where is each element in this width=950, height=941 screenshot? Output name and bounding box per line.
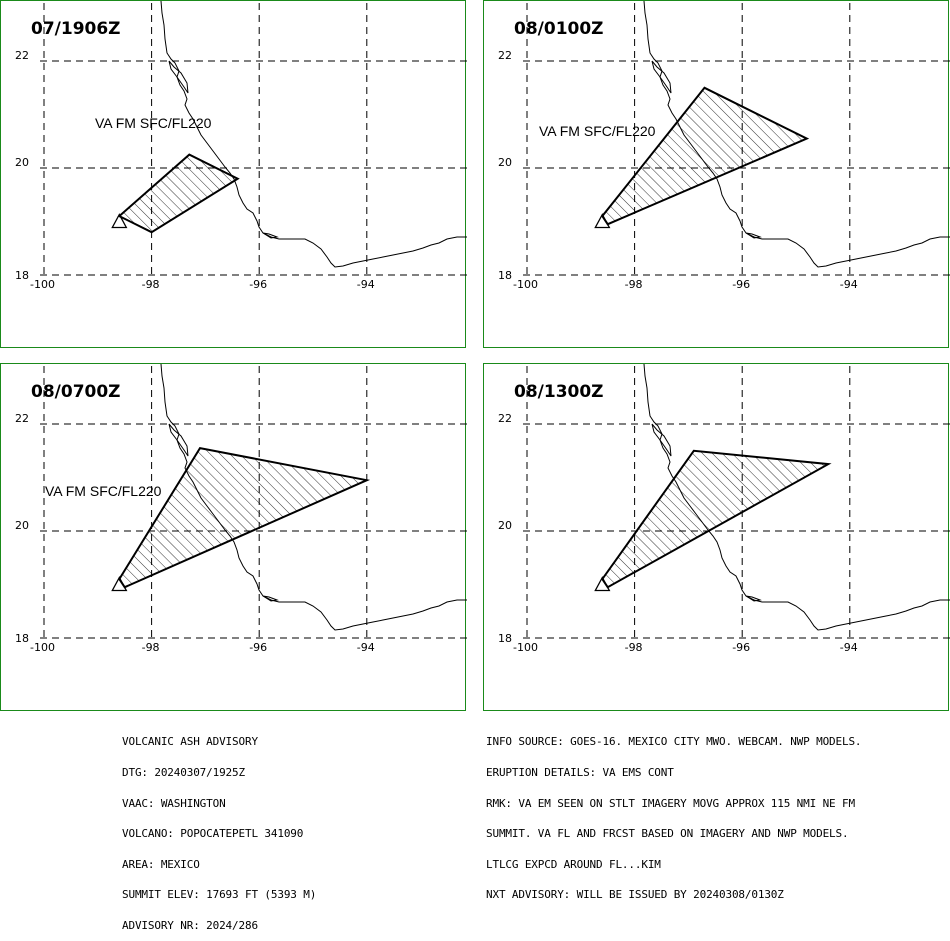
lat-tick-label: 22 (498, 49, 512, 62)
coastline (160, 1, 467, 268)
map-1: -100 -98 -96 -94 22 20 18 (15, 1, 467, 291)
advisory-line: SUMMIT ELEV: 17693 FT (5393 M) (122, 888, 317, 902)
lon-tick-label: -98 (142, 278, 160, 291)
advisory-line: INFO SOURCE: GOES-16. MEXICO CITY MWO. W… (486, 735, 862, 749)
panel-time-2: 08/0100Z (514, 19, 604, 39)
advisory-line: ERUPTION DETAILS: VA EMS CONT (486, 766, 674, 780)
map-panel-1: -100 -98 -96 -94 22 20 18 07/1906Z VA FM SFC/F… (0, 0, 467, 348)
lon-tick-label: -94 (357, 278, 375, 291)
lat-tick-label: 20 (15, 519, 29, 532)
lon-tick-label: -96 (732, 278, 750, 291)
lagoon-outline (745, 595, 762, 602)
coastline (643, 364, 950, 631)
lagoon-outline (745, 232, 762, 239)
advisory-line: NXT ADVISORY: WILL BE ISSUED BY 20240308… (486, 888, 784, 902)
lon-tick-label: -96 (732, 641, 750, 654)
lon-tick-label: -98 (625, 641, 643, 654)
va-label-1: VA FM SFC/FL220 (95, 115, 212, 131)
lat-lon-grid (40, 3, 467, 276)
panel-time-4: 08/1300Z (514, 382, 604, 402)
va-label-2: VA FM SFC/FL220 (539, 123, 656, 139)
lagoon-outline (262, 232, 279, 239)
coastline (643, 1, 950, 268)
volcano-triangle-icon (111, 576, 128, 592)
volcano-triangle-icon (594, 576, 611, 592)
lon-tick-label: -98 (625, 278, 643, 291)
advisory-line: AREA: MEXICO (122, 857, 200, 871)
lon-tick-label: -100 (513, 641, 538, 654)
map-panel-4: -100 -98 -96 -94 22 20 18 08/1300Z (483, 363, 950, 711)
lon-tick-label: -100 (30, 278, 55, 291)
lagoon-outline (168, 423, 189, 457)
lat-tick-label: 20 (498, 519, 512, 532)
lat-tick-label: 22 (15, 49, 29, 62)
map-3: -100 -98 -96 -94 22 20 18 (15, 364, 467, 654)
advisory-header-block: VOLCANIC ASH ADVISORY DTG: 20240307/1925… (122, 717, 316, 941)
advisory-line: VOLCANO: POPOCATEPETL 341090 (122, 827, 304, 841)
map-2: -100 -98 -96 -94 22 20 18 (498, 1, 950, 291)
lagoon-outline (262, 595, 279, 602)
lat-tick-label: 18 (15, 269, 29, 282)
lat-tick-label: 22 (498, 412, 512, 425)
map-panel-2: -100 -98 -96 -94 22 20 18 08/0100Z VA FM SFC/F… (483, 0, 950, 348)
lon-tick-label: -94 (357, 641, 375, 654)
lat-tick-label: 20 (15, 156, 29, 169)
advisory-line: DTG: 20240307/1925Z (122, 766, 245, 780)
advisory-line: SUMMIT. VA FL AND FRCST BASED ON IMAGERY… (486, 827, 849, 841)
volcano-triangle-icon (111, 213, 128, 229)
map-4: -100 -98 -96 -94 22 20 18 (498, 364, 950, 654)
map-panel-3: -100 -98 -96 -94 22 20 18 08/0700Z VA FM SFC/F… (0, 363, 467, 711)
lon-tick-label: -100 (30, 641, 55, 654)
lagoon-outline (168, 60, 189, 94)
ash-cloud-polygon (601, 449, 832, 589)
lon-tick-label: -96 (249, 278, 267, 291)
lat-tick-label: 18 (15, 632, 29, 645)
lon-tick-label: -94 (840, 278, 858, 291)
lon-tick-label: -100 (513, 278, 538, 291)
lon-tick-label: -98 (142, 641, 160, 654)
volcano-triangle-icon (594, 213, 611, 229)
advisory-line: LTLCG EXPCD AROUND FL...KIM (486, 857, 661, 871)
advisory-line: RMK: VA EM SEEN ON STLT IMAGERY MOVG APP… (486, 796, 855, 810)
advisory-line: VOLCANIC ASH ADVISORY (122, 735, 258, 749)
lat-tick-label: 22 (15, 412, 29, 425)
coastline (160, 364, 467, 631)
lon-tick-label: -94 (840, 641, 858, 654)
advisory-line: ADVISORY NR: 2024/286 (122, 919, 258, 933)
va-label-3: VA FM SFC/FL220 (45, 483, 162, 499)
ash-cloud-polygon (601, 86, 810, 226)
lat-tick-label: 20 (498, 156, 512, 169)
ash-cloud-polygon (117, 153, 240, 234)
lagoon-outline (651, 423, 672, 457)
panel-time-1: 07/1906Z (31, 19, 121, 39)
lagoon-outline (651, 60, 672, 94)
advisory-line: VAAC: WASHINGTON (122, 796, 226, 810)
lat-tick-label: 18 (498, 269, 512, 282)
lat-tick-label: 18 (498, 632, 512, 645)
panel-time-3: 08/0700Z (31, 382, 121, 402)
advisory-details-block: INFO SOURCE: GOES-16. MEXICO CITY MWO. W… (486, 717, 862, 911)
lon-tick-label: -96 (249, 641, 267, 654)
